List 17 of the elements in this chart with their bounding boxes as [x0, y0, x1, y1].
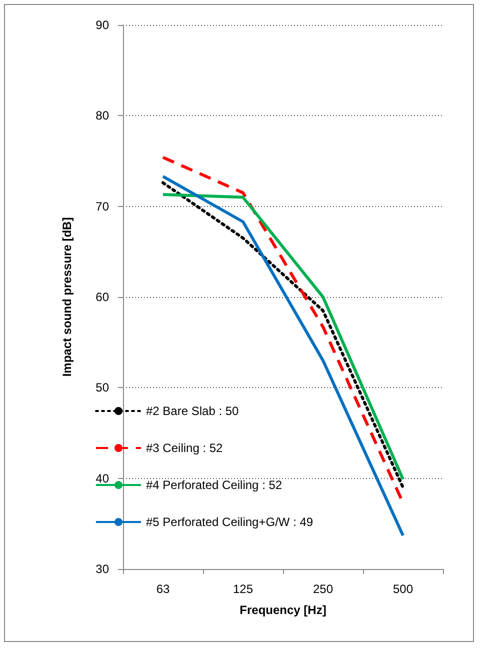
- legend-label: #4 Perforated Ceiling : 52: [146, 478, 282, 492]
- legend-label: #3 Ceiling : 52: [146, 441, 224, 455]
- legend-label: #5 Perforated Ceiling+G/W : 49: [146, 515, 314, 529]
- x-tick-label: 63: [156, 582, 170, 596]
- y-tick-label: 60: [96, 290, 110, 304]
- y-axis-title: Impact sound pressure [dB]: [60, 217, 74, 377]
- y-tick-label: 30: [96, 562, 110, 576]
- x-tick-label: 125: [232, 582, 254, 596]
- legend-label: #2 Bare Slab : 50: [146, 404, 240, 418]
- x-axis-title: Frequency [Hz]: [240, 603, 326, 617]
- y-tick-label: 50: [96, 380, 110, 395]
- x-tick-label: 250: [312, 582, 334, 596]
- x-tick-label: 500: [392, 582, 414, 596]
- y-tick-label: 70: [96, 199, 110, 214]
- y-tick-label: 80: [96, 108, 110, 123]
- y-tick-label: 90: [96, 18, 110, 32]
- y-tick-label: 40: [96, 471, 110, 486]
